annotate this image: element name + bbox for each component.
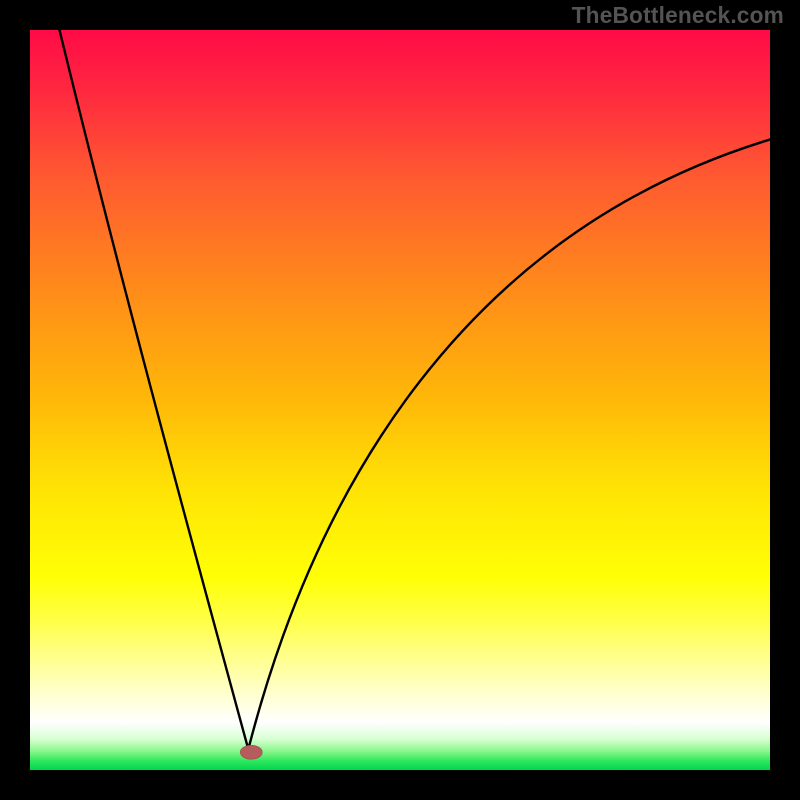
bottleneck-chart <box>0 0 800 800</box>
plot-background <box>30 30 770 770</box>
chart-frame: TheBottleneck.com <box>0 0 800 800</box>
watermark-text: TheBottleneck.com <box>572 2 784 29</box>
optimum-marker <box>240 745 262 759</box>
